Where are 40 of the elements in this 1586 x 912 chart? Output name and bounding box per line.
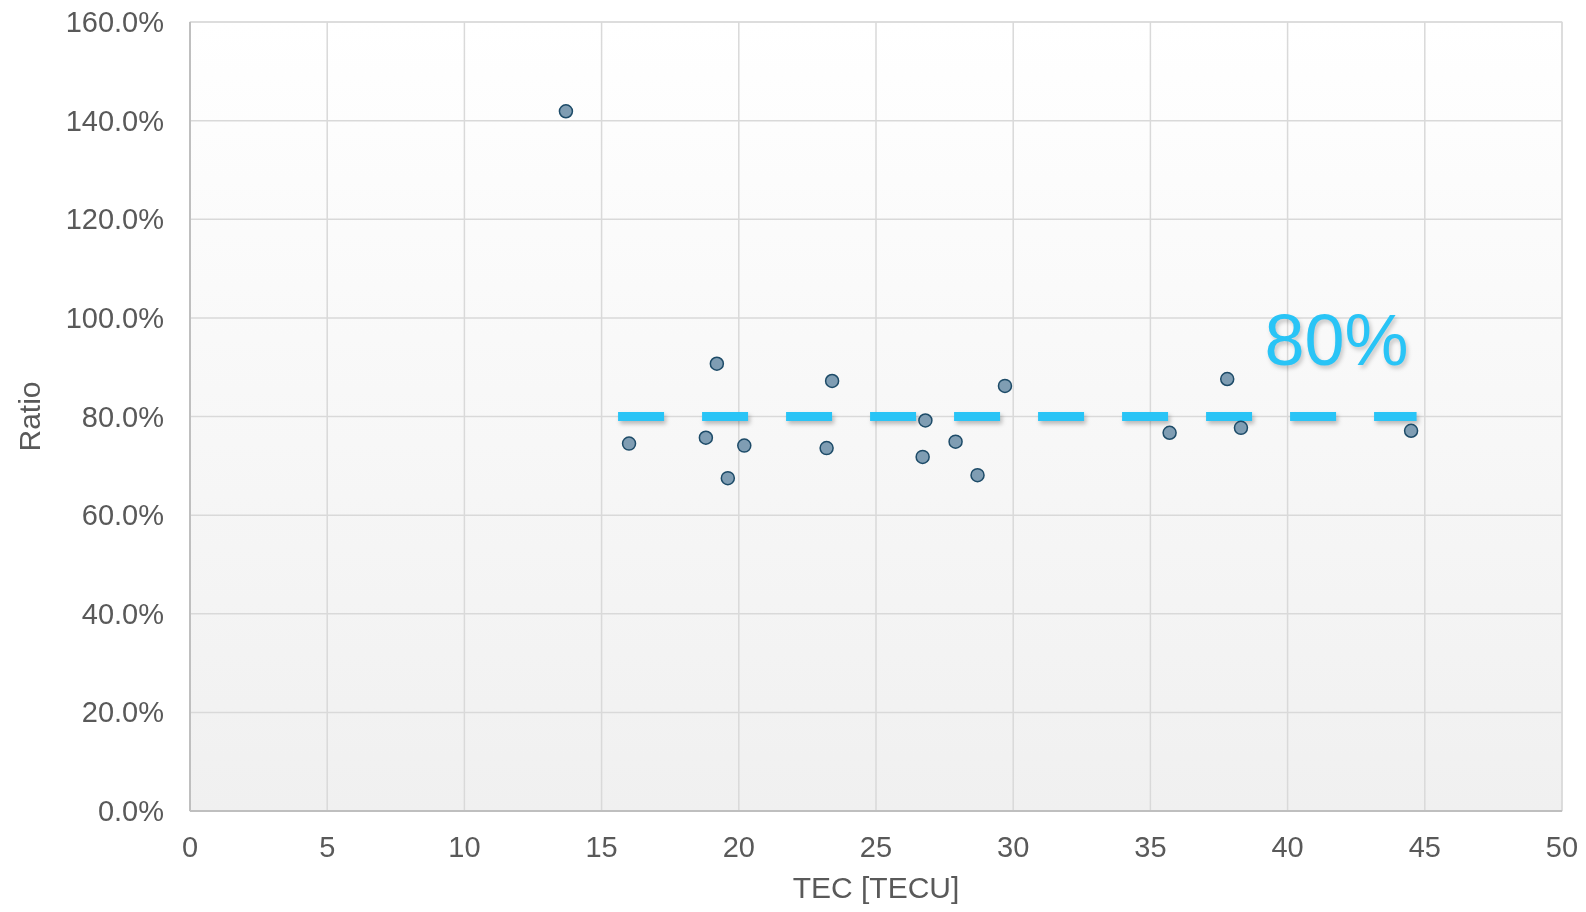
x-tick-label: 0 [181,831,199,863]
y-tick-label: 100.0% [65,301,164,334]
x-tick-label: 20 [722,831,755,863]
point [997,378,1013,394]
point [918,413,933,428]
y-tick-label: 60.0% [81,499,164,532]
point [709,356,725,371]
point [970,467,985,483]
x-tick-label: 45 [1408,831,1441,863]
x-tick-label: 10 [448,831,481,863]
y-tick-label: 140.0% [65,104,164,137]
y-tick-label: 20.0% [81,696,164,729]
point [698,430,714,445]
y-tick-label: 0.0% [97,795,164,827]
point [1233,420,1249,436]
point [1219,371,1235,387]
point [824,373,840,389]
y-tick-label: 120.0% [65,203,164,236]
x-tick-label: 30 [997,831,1030,863]
point [819,440,834,456]
point [1403,423,1419,439]
point [720,470,736,486]
point [948,434,963,449]
point [1162,425,1177,441]
point [621,436,637,451]
y-tick-label: 160.0% [65,6,164,38]
y-tick-label: 40.0% [81,597,164,630]
point [558,104,574,119]
y-axis-title: Ratio [13,381,46,452]
annotation: 80% [1264,299,1409,380]
x-tick-label: 15 [585,831,618,863]
y-tick-label: 80.0% [81,400,164,433]
point [915,449,930,465]
x-axis-title: TEC [TECU] [792,871,960,904]
x-tick-label: 25 [859,831,893,863]
x-tick-label: 40 [1271,831,1304,863]
x-tick-label: 5 [319,831,336,863]
x-tick-label: 35 [1134,831,1167,863]
x-tick-label: 50 [1545,831,1579,863]
point [737,438,752,453]
